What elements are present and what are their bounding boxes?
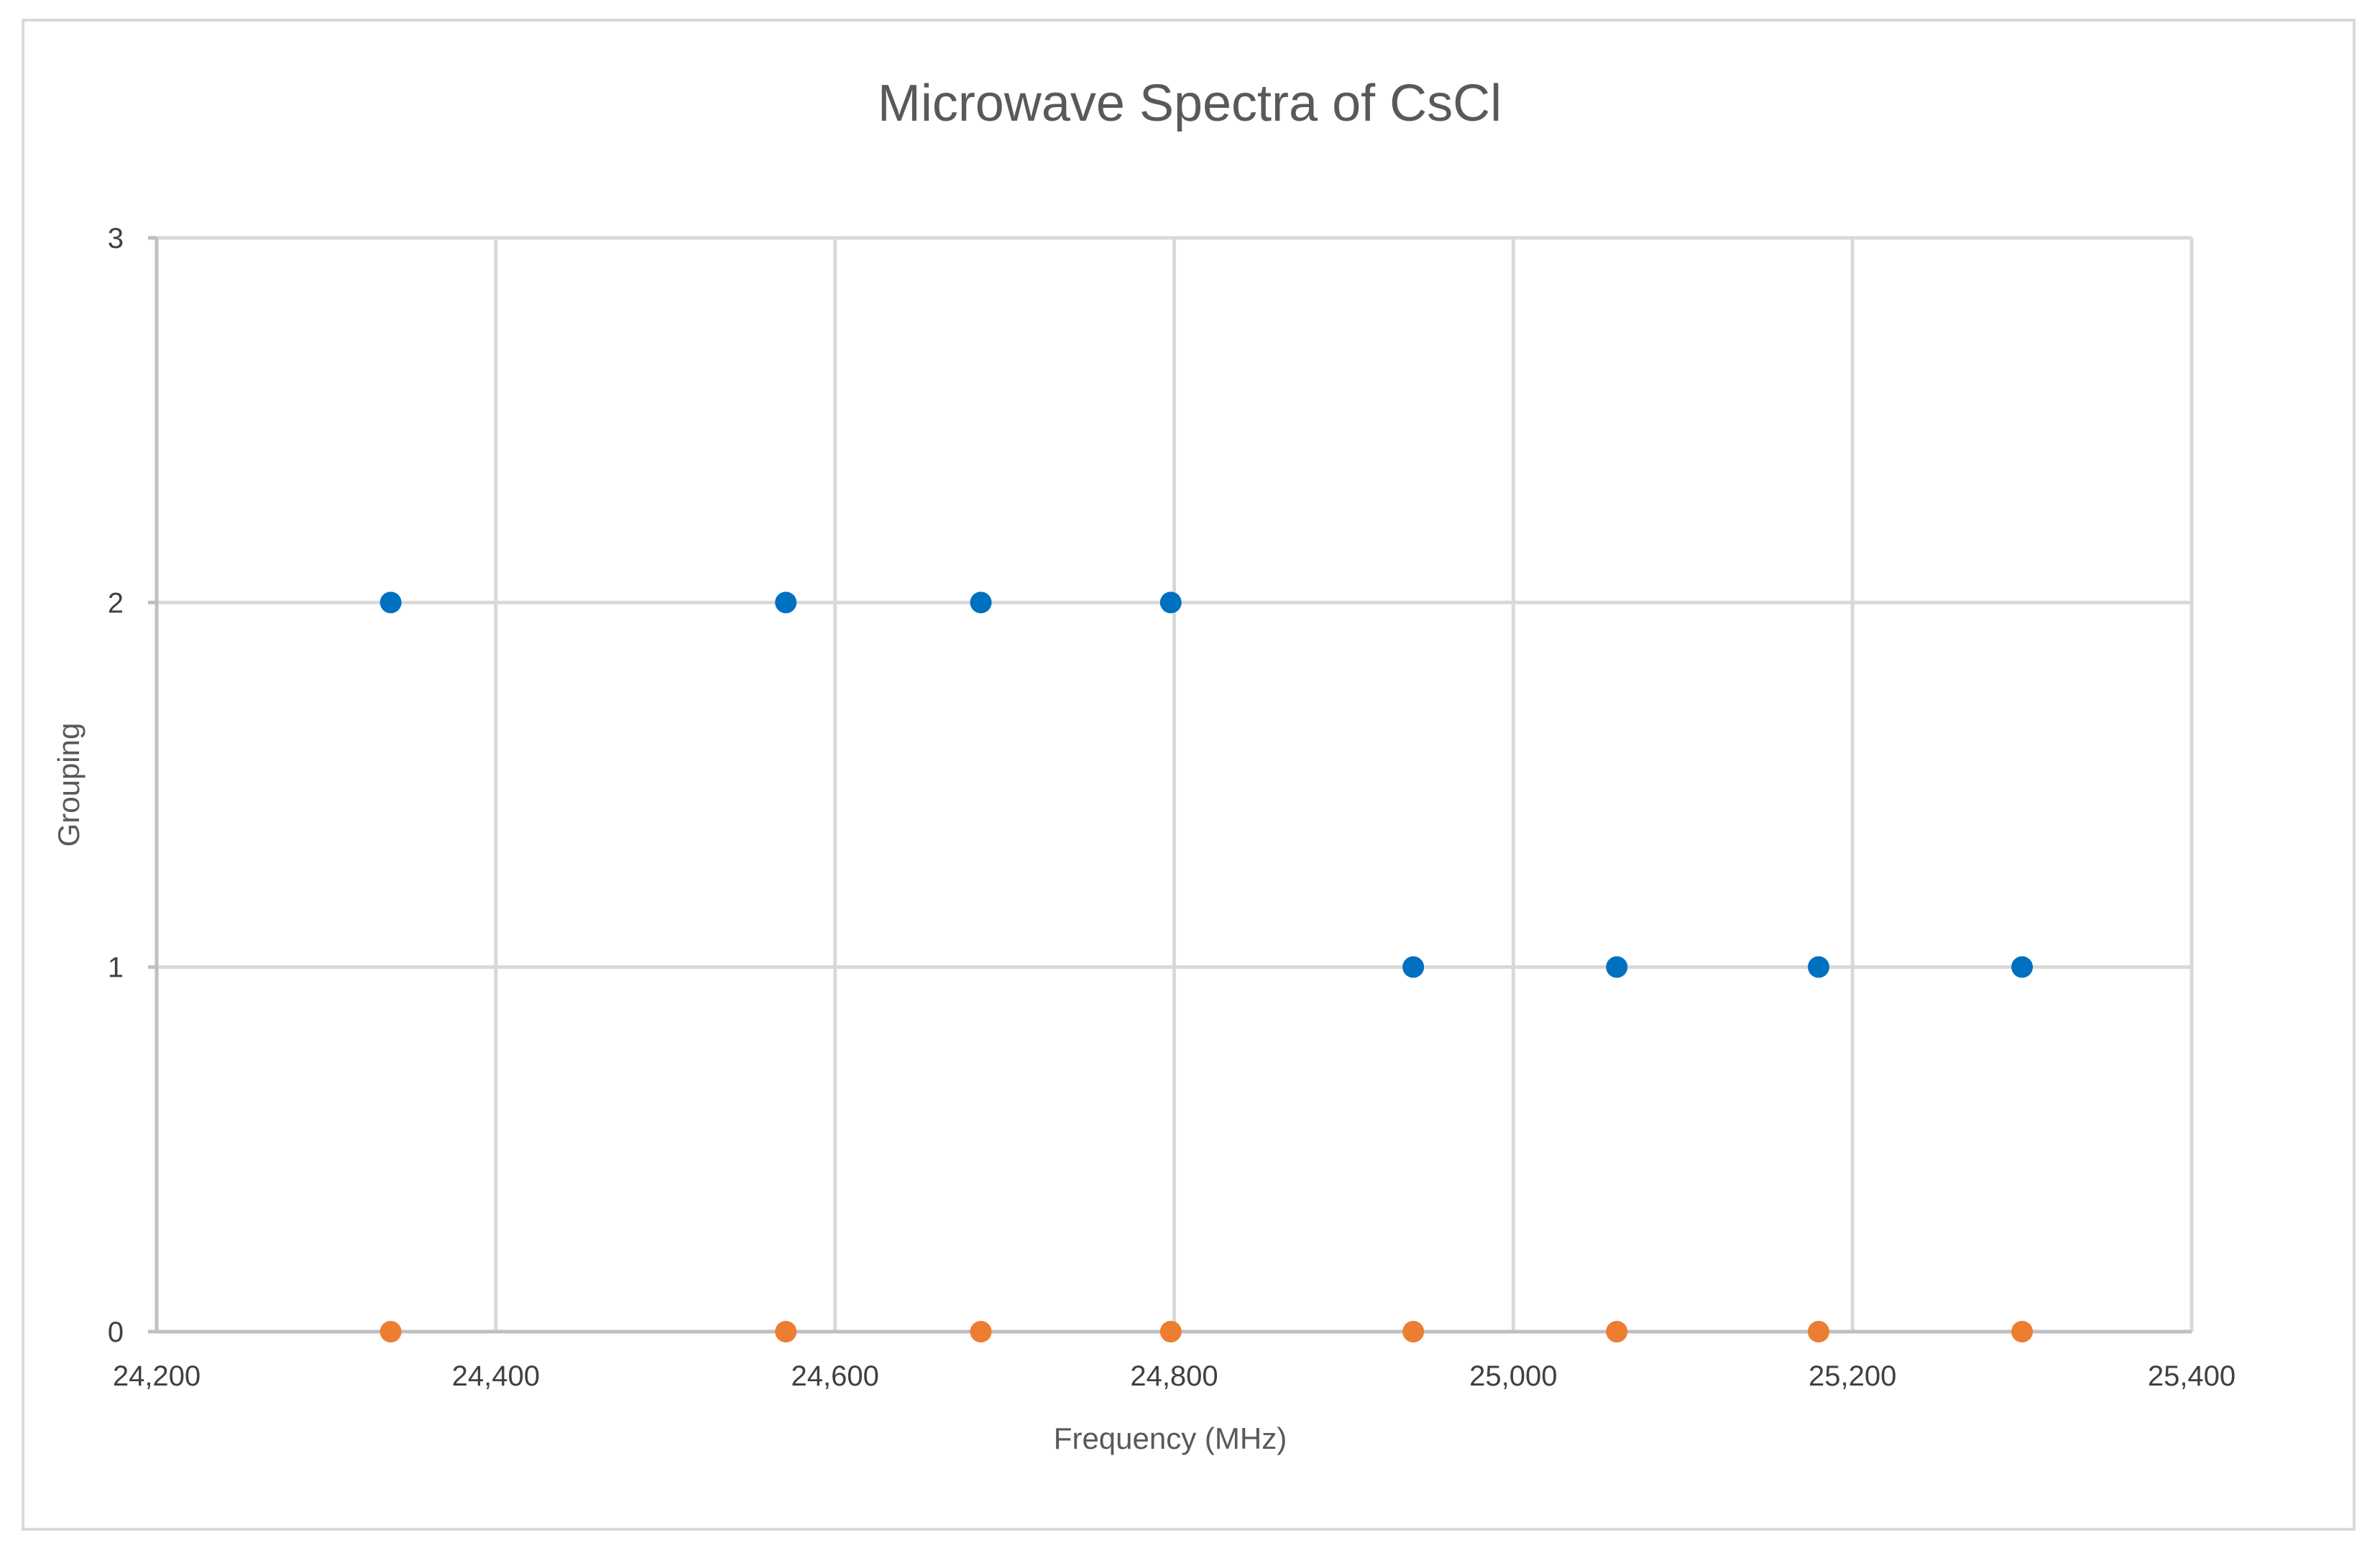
y-tick-label: 1: [108, 952, 124, 984]
series-2-point: [2011, 1321, 2034, 1342]
x-tick-label: 24,600: [791, 1360, 878, 1392]
series-1-point: [1159, 591, 1182, 614]
y-axis-title: Grouping: [52, 723, 86, 847]
tick-labels: 24,200 24,400 24,600 24,800 25,000 25,200 25,4…: [108, 223, 2236, 1392]
chart-area: [22, 19, 2356, 1531]
x-tick-label: 24,400: [452, 1360, 540, 1392]
y-tick-label: 0: [108, 1317, 124, 1348]
gridlines: [155, 236, 2194, 1332]
axes: [148, 236, 2192, 1334]
series-2-point: [1402, 1321, 1425, 1342]
y-tick-label: 2: [108, 587, 124, 619]
x-tick-label: 25,000: [1469, 1360, 1557, 1392]
series-2-point: [1606, 1321, 1628, 1342]
series-1-point: [1606, 956, 1628, 978]
x-tick-label: 25,400: [2148, 1360, 2236, 1392]
series-2-point: [1159, 1321, 1182, 1342]
series-1-point: [1807, 956, 1829, 978]
series-2-point: [1807, 1321, 1829, 1342]
series-2-point: [970, 1321, 992, 1342]
series-1-point: [380, 591, 402, 614]
x-axis-title: Frequency (MHz): [1054, 1421, 1287, 1455]
series-1-point: [775, 591, 797, 614]
series-1-point: [1402, 956, 1425, 978]
data-points: [380, 591, 2034, 1342]
x-tick-label: 24,800: [1130, 1360, 1218, 1392]
x-tick-label: 24,200: [113, 1360, 201, 1392]
series-1-point: [2011, 956, 2034, 978]
y-tick-label: 3: [108, 223, 124, 254]
x-tick-label: 25,200: [1809, 1360, 1896, 1392]
chart-title: Microwave Spectra of CsCl: [878, 75, 1502, 132]
series-2-point: [775, 1321, 797, 1342]
series-2-point: [380, 1321, 402, 1342]
series-1-point: [970, 591, 992, 614]
